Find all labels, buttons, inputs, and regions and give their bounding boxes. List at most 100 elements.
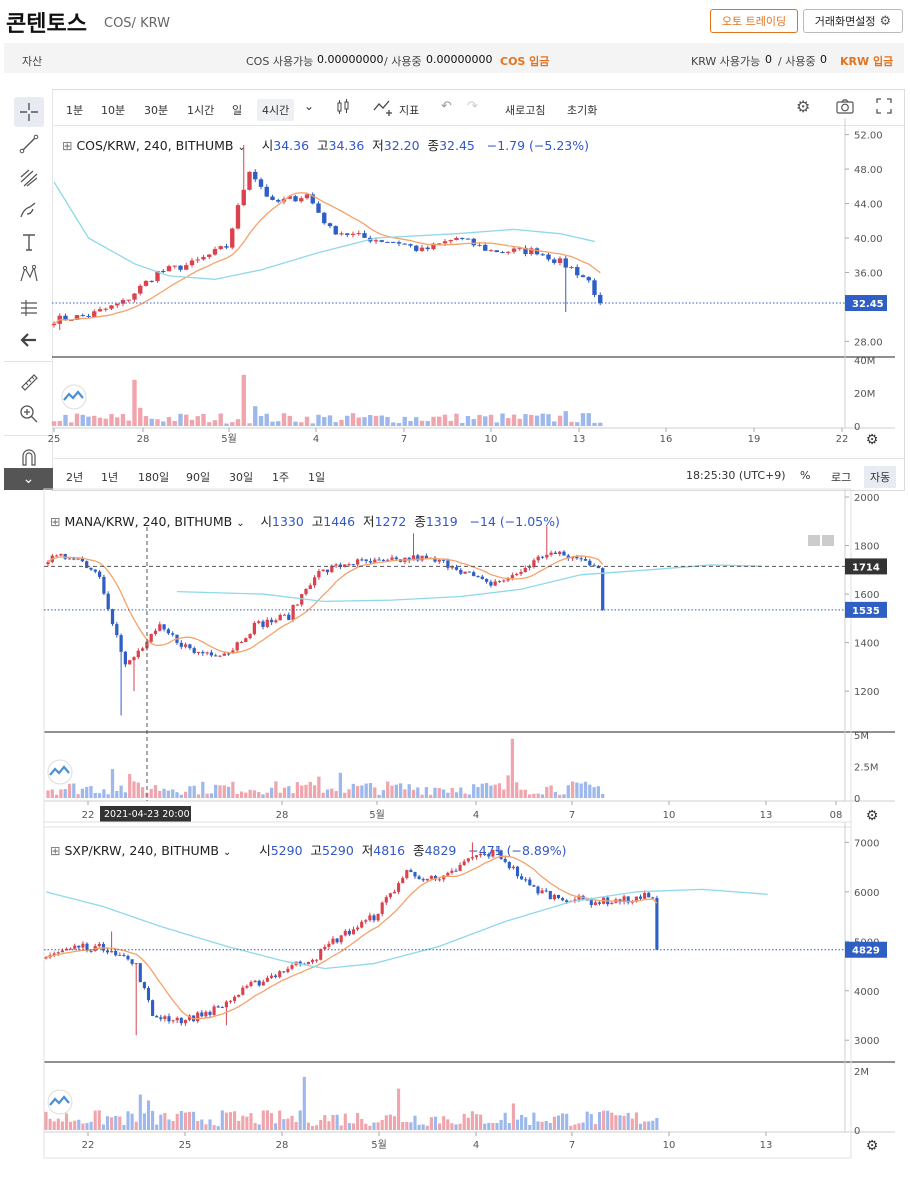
indicator-icon[interactable] bbox=[372, 98, 394, 119]
arrow-left-icon[interactable] bbox=[14, 325, 44, 355]
volume-bar bbox=[549, 785, 553, 798]
volume-bar bbox=[477, 414, 482, 426]
candle-body bbox=[155, 270, 160, 282]
cos-deposit-link[interactable]: COS 입금 bbox=[500, 55, 550, 68]
volume-bar bbox=[500, 413, 505, 426]
screen-settings-button[interactable]: 거래화면설정 ⚙ bbox=[803, 9, 903, 33]
ruler-icon[interactable] bbox=[14, 367, 44, 397]
candle-body bbox=[580, 275, 586, 278]
volume-bar bbox=[101, 1124, 105, 1130]
symbol[interactable]: MANA/KRW, 240, BITHUMB bbox=[64, 514, 233, 529]
volume-bar bbox=[106, 794, 110, 798]
volume-bar bbox=[437, 788, 441, 798]
indicator-button[interactable]: 지표 bbox=[399, 104, 420, 117]
candle-body bbox=[60, 950, 64, 953]
candle-body bbox=[253, 171, 258, 180]
zoom-in-icon[interactable] bbox=[14, 399, 44, 429]
interval-1h[interactable]: 1시간 bbox=[187, 104, 215, 117]
interval-day[interactable]: 일 bbox=[232, 104, 243, 117]
volume-bar bbox=[454, 792, 459, 798]
low-label: 저 bbox=[363, 514, 375, 529]
volume-bar bbox=[586, 413, 591, 426]
volume-bar bbox=[52, 1121, 56, 1130]
volume-bar bbox=[321, 792, 325, 798]
redo-icon[interactable]: ↷ bbox=[467, 99, 478, 114]
interval-4h[interactable]: 4시간 bbox=[257, 99, 295, 121]
interval-1m[interactable]: 1분 bbox=[66, 104, 84, 117]
volume-bar bbox=[159, 1114, 163, 1130]
expand-icon[interactable]: ⊞ bbox=[62, 138, 77, 153]
brush-icon[interactable] bbox=[14, 195, 44, 225]
time-tick-label: 10 bbox=[485, 434, 498, 445]
fullscreen-icon[interactable] bbox=[876, 98, 892, 117]
symbol[interactable]: SXP/KRW, 240, BITHUMB bbox=[64, 843, 219, 858]
krw-deposit-link[interactable]: KRW 입금 bbox=[840, 55, 894, 68]
interval-10m[interactable]: 10분 bbox=[101, 104, 126, 117]
candle-body bbox=[388, 893, 392, 898]
volume-bar bbox=[76, 794, 80, 798]
range-30d[interactable]: 30일 bbox=[229, 471, 254, 484]
collapse-tools-button[interactable]: ⌄ bbox=[4, 468, 53, 490]
candle-body bbox=[424, 555, 429, 559]
reset-button[interactable]: 초기화 bbox=[567, 104, 598, 117]
volume-bar bbox=[561, 1113, 565, 1130]
trend-line-icon[interactable] bbox=[14, 129, 44, 159]
candle-body bbox=[380, 902, 384, 914]
candle-body bbox=[308, 585, 312, 590]
price-tick-label: 28.00 bbox=[854, 337, 883, 348]
volume-bar bbox=[334, 791, 338, 798]
candle-body bbox=[523, 567, 527, 572]
crosshair-icon[interactable] bbox=[14, 97, 44, 127]
volume-bar bbox=[183, 1112, 187, 1130]
log-toggle[interactable]: 로그 bbox=[831, 471, 852, 484]
volume-bar bbox=[196, 794, 201, 798]
symbol[interactable]: COS/KRW, 240, BITHUMB bbox=[76, 138, 234, 153]
volume-bar bbox=[392, 1116, 397, 1130]
volume-bar bbox=[218, 785, 222, 798]
candle-body bbox=[258, 179, 264, 187]
candle-body bbox=[556, 894, 561, 899]
range-1y[interactable]: 1년 bbox=[101, 471, 119, 484]
expand-icon[interactable]: ⊞ bbox=[50, 514, 65, 529]
time-tick-label: 7 bbox=[569, 810, 575, 821]
watermark-logo-mark bbox=[63, 390, 84, 401]
high-value: 5290 bbox=[322, 843, 354, 858]
range-90d[interactable]: 90일 bbox=[186, 471, 211, 484]
time-tick-label: 22 bbox=[836, 434, 849, 445]
refresh-button[interactable]: 새로고침 bbox=[505, 104, 546, 117]
range-180d[interactable]: 180일 bbox=[138, 471, 170, 484]
range-1d[interactable]: 1일 bbox=[308, 471, 326, 484]
volume-bar bbox=[261, 1110, 265, 1130]
volume-bar bbox=[93, 1110, 97, 1130]
volume-bar bbox=[310, 1126, 315, 1130]
undo-icon[interactable]: ↶ bbox=[441, 99, 452, 114]
candle-body bbox=[74, 315, 80, 320]
expand-icon[interactable]: ⊞ bbox=[50, 843, 65, 858]
camera-icon[interactable] bbox=[835, 97, 855, 118]
interval-30m[interactable]: 30분 bbox=[144, 104, 169, 117]
percent-toggle[interactable]: % bbox=[800, 469, 811, 482]
auto-trading-button[interactable]: 오토 트레이딩 bbox=[710, 9, 798, 33]
range-1w[interactable]: 1주 bbox=[272, 471, 290, 484]
chevron-down-icon[interactable]: ⌄ bbox=[304, 99, 315, 113]
candle-body bbox=[373, 240, 379, 242]
volume-bar bbox=[114, 1116, 118, 1130]
settings-gear-icon[interactable]: ⚙ bbox=[796, 97, 811, 116]
text-tool-icon[interactable] bbox=[14, 227, 44, 257]
candle-body bbox=[261, 981, 265, 986]
forecast-tool-icon[interactable] bbox=[14, 293, 44, 323]
auto-scale-toggle[interactable]: 자동 bbox=[864, 466, 897, 488]
pattern-tool-icon[interactable] bbox=[14, 259, 44, 289]
fib-tool-icon[interactable] bbox=[14, 163, 44, 193]
volume-bar bbox=[252, 790, 257, 798]
candle-type-icon[interactable] bbox=[334, 98, 352, 119]
candle-body bbox=[433, 875, 438, 880]
magnet-icon[interactable] bbox=[14, 443, 44, 473]
low-value: 1272 bbox=[374, 514, 407, 529]
volume-bar bbox=[575, 422, 580, 426]
candle-body bbox=[295, 604, 300, 606]
candle-body bbox=[208, 1011, 212, 1015]
candle-body bbox=[73, 945, 77, 949]
range-2y[interactable]: 2년 bbox=[66, 471, 84, 484]
